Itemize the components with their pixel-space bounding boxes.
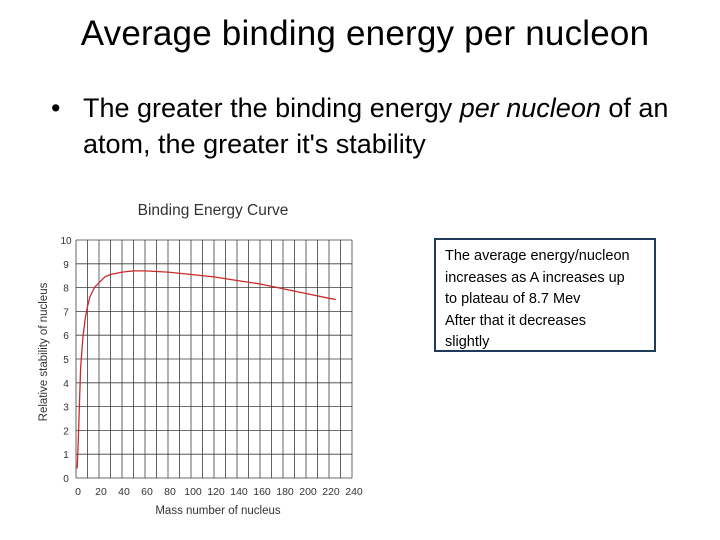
bullet-text-after: of an atom, the greater it's stability — [83, 93, 669, 159]
note-box: The average energy/nucleon increases as … — [434, 238, 656, 352]
bullet-dot-icon: • — [51, 93, 61, 123]
bullet-text-before: The greater the binding energy — [83, 93, 460, 123]
x-axis-label: Mass number of nucleus — [155, 505, 281, 517]
y-tick-label: 2 — [63, 426, 69, 437]
note-line: to plateau of 8.7 Mev — [445, 291, 581, 307]
y-axis-label: Relative stability of nucleus — [38, 282, 50, 421]
y-tick-label: 10 — [60, 236, 72, 247]
x-tick-label: 100 — [184, 486, 202, 498]
y-tick-label: 0 — [63, 474, 69, 485]
bullet-text: The greater the binding energy per nucle… — [55, 90, 695, 162]
x-tick-label: 140 — [230, 486, 248, 498]
x-tick-label: 200 — [299, 486, 317, 498]
series-binding-energy-curve — [76, 270, 337, 469]
y-tick-label: 7 — [63, 307, 69, 318]
x-tick-label: 240 — [345, 486, 363, 498]
x-tick-label: 120 — [207, 486, 225, 498]
x-tick-label: 180 — [276, 486, 294, 498]
chart-title: Binding Energy Curve — [138, 202, 289, 219]
y-tick-label: 8 — [63, 284, 69, 295]
x-tick-label: 160 — [253, 486, 271, 498]
x-tick-label: 0 — [75, 486, 81, 498]
chart-ticks: 0 20 40 60 80 100 120 140 160 180 200 220 240 0 1 2 3 4 5 6… — [60, 236, 362, 498]
x-tick-label: 60 — [141, 486, 153, 498]
note-line: increases as A increases up — [445, 269, 625, 286]
chart-grid — [75, 239, 353, 479]
x-tick-label: 220 — [322, 486, 340, 498]
y-tick-label: 6 — [63, 331, 69, 342]
slide-title: Average binding energy per nucleon — [80, 14, 650, 53]
y-tick-label: 9 — [63, 260, 69, 271]
note-line: After that it decreases — [445, 312, 587, 329]
bullet-point: • The greater the binding energy per nuc… — [51, 90, 695, 162]
y-tick-label: 1 — [63, 450, 69, 461]
note-line: slightly — [445, 334, 490, 350]
y-tick-label: 4 — [63, 379, 69, 390]
bullet-text-emphasis: per nucleon — [459, 93, 601, 123]
note-line: The average energy/nucleon — [445, 248, 630, 264]
x-tick-label: 40 — [118, 486, 130, 498]
x-tick-label: 20 — [95, 486, 107, 498]
x-tick-label: 80 — [164, 486, 176, 498]
y-tick-label: 5 — [63, 355, 69, 366]
y-tick-label: 3 — [63, 403, 69, 414]
